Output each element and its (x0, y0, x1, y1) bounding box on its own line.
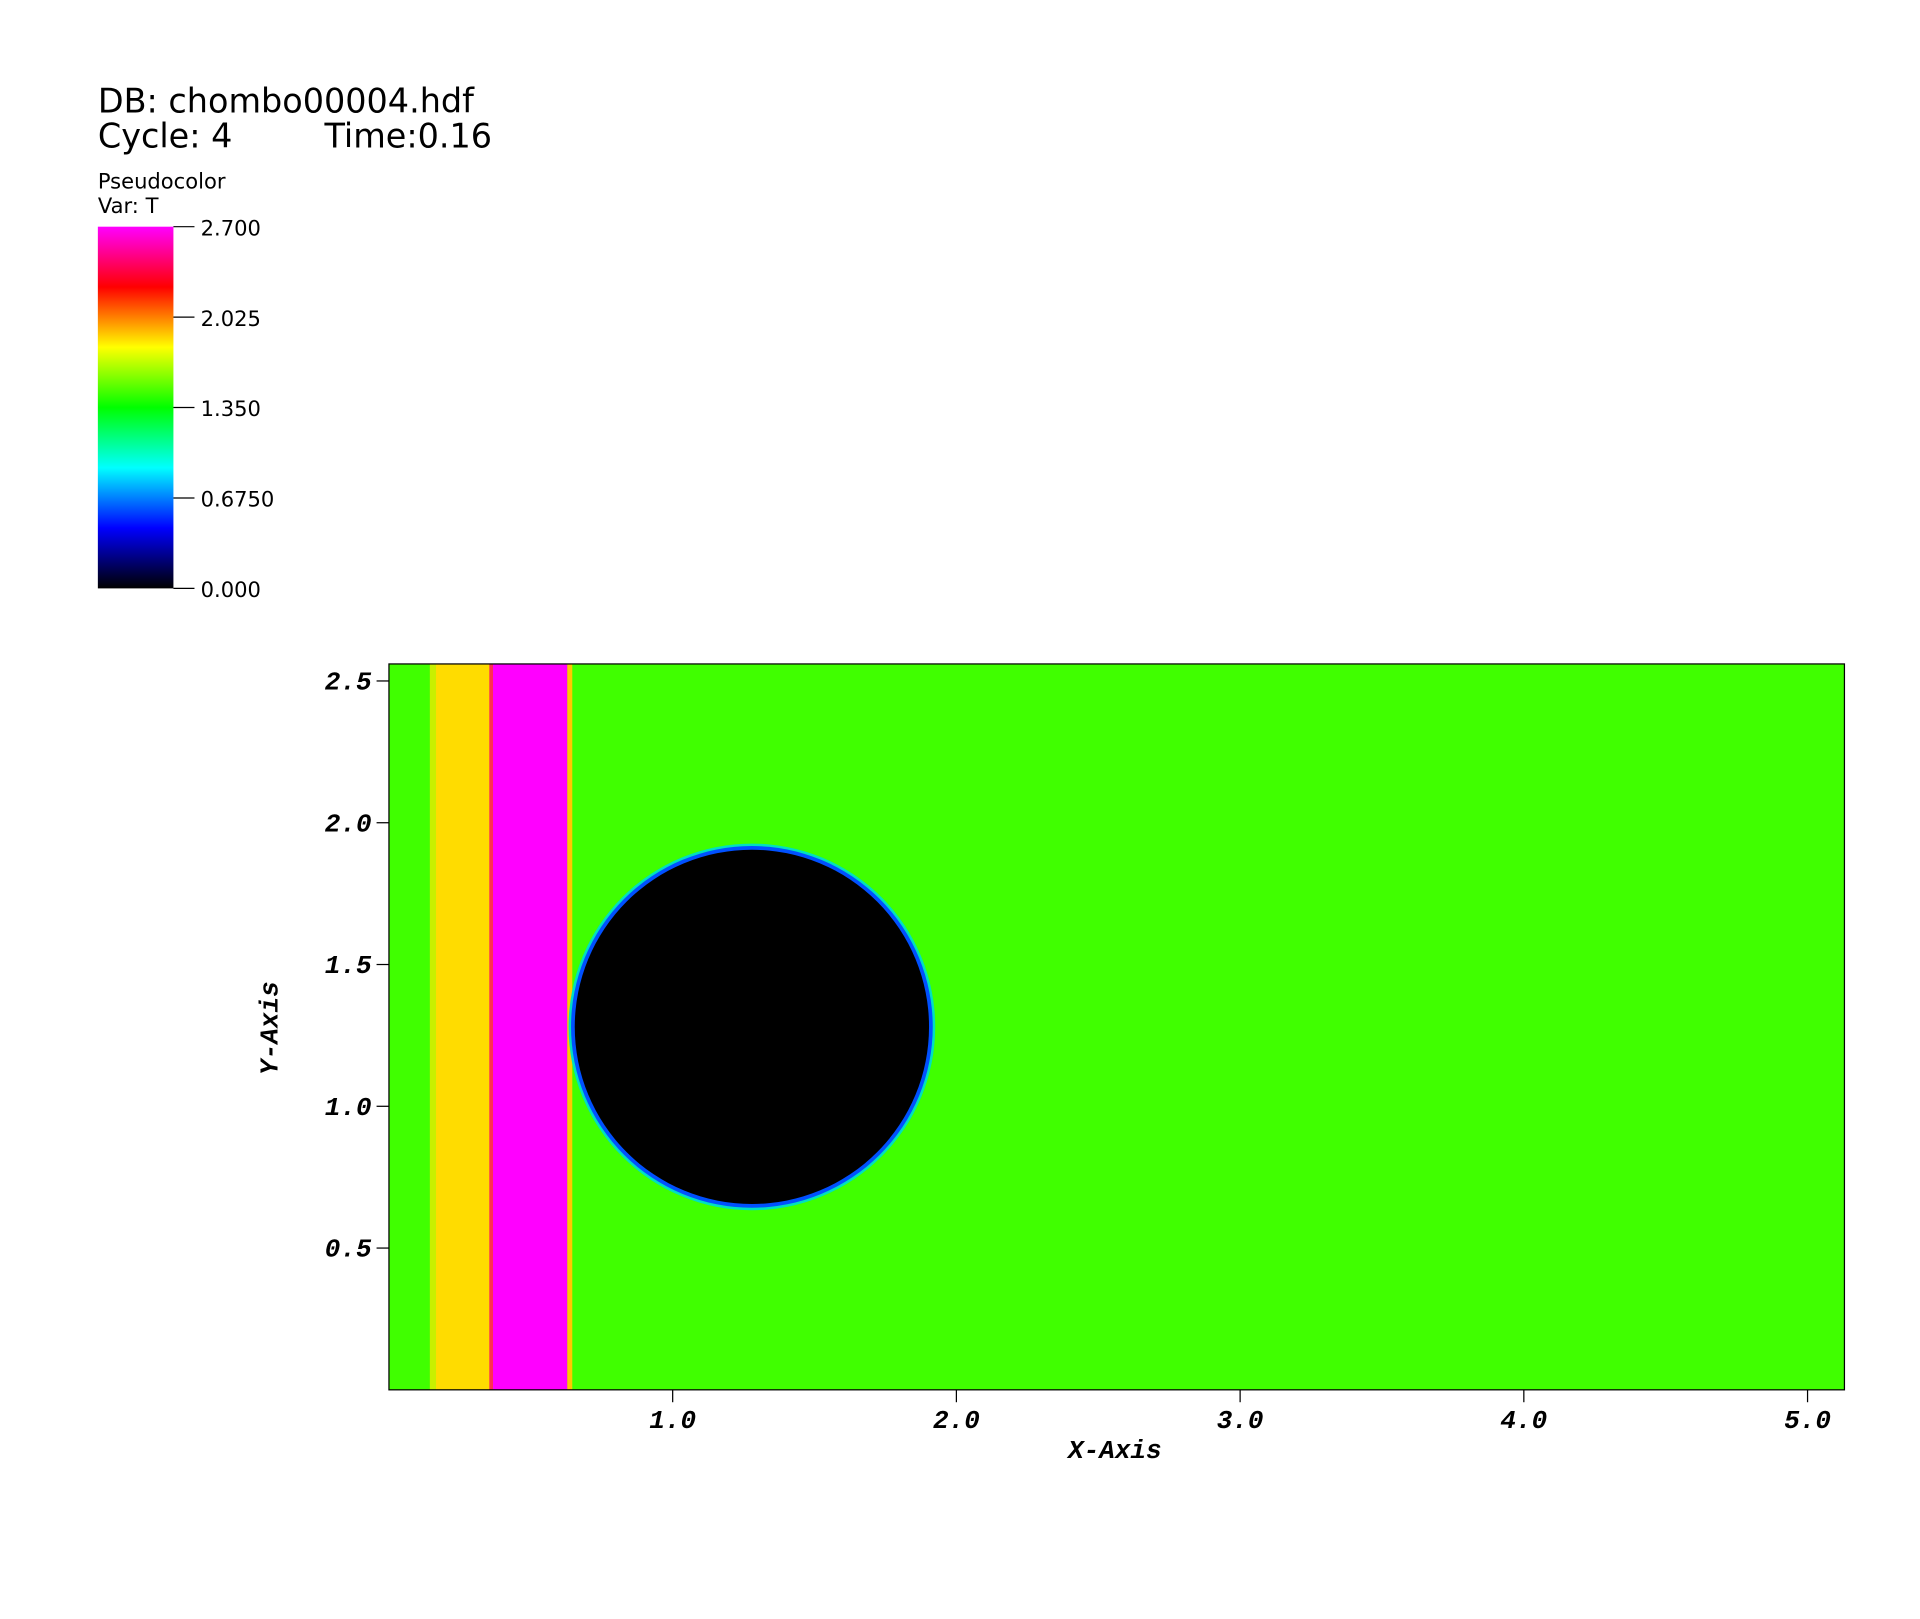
x-tick-label: 4.0 (1500, 1406, 1547, 1436)
db-label: DB: chombo00004.hdf (98, 82, 475, 121)
x-tick-label: 2.0 (933, 1406, 980, 1436)
plot-label: Pseudocolor (98, 168, 226, 193)
y-tick-label: 0.5 (325, 1235, 372, 1265)
colorbar (97, 226, 174, 589)
colorbar-tick-label: 0.000 (201, 577, 261, 602)
cycle-label: Cycle: 4 (98, 116, 233, 155)
colorbar-tick-label: 2.700 (201, 215, 261, 240)
var-label: Var: T (98, 193, 159, 218)
plot-frame (388, 663, 1846, 1391)
colorbar-tick-label: 2.025 (201, 306, 261, 331)
x-tick-label: 3.0 (1217, 1406, 1264, 1436)
x-axis-label: X-Axis (1066, 1436, 1162, 1466)
x-tick-label: 1.0 (649, 1406, 696, 1436)
colorbar-tick-label: 0.6750 (201, 487, 275, 512)
colorbar-tick-label: 1.350 (201, 396, 261, 421)
y-tick-label: 2.0 (325, 809, 372, 839)
y-tick-label: 2.5 (325, 668, 372, 698)
y-tick-label: 1.5 (325, 951, 372, 981)
x-tick-label: 5.0 (1784, 1406, 1831, 1436)
y-tick-label: 1.0 (325, 1093, 372, 1123)
y-axis-label: Y-Axis (255, 981, 285, 1075)
field (388, 663, 1845, 1390)
time-label: Time:0.16 (324, 116, 493, 155)
